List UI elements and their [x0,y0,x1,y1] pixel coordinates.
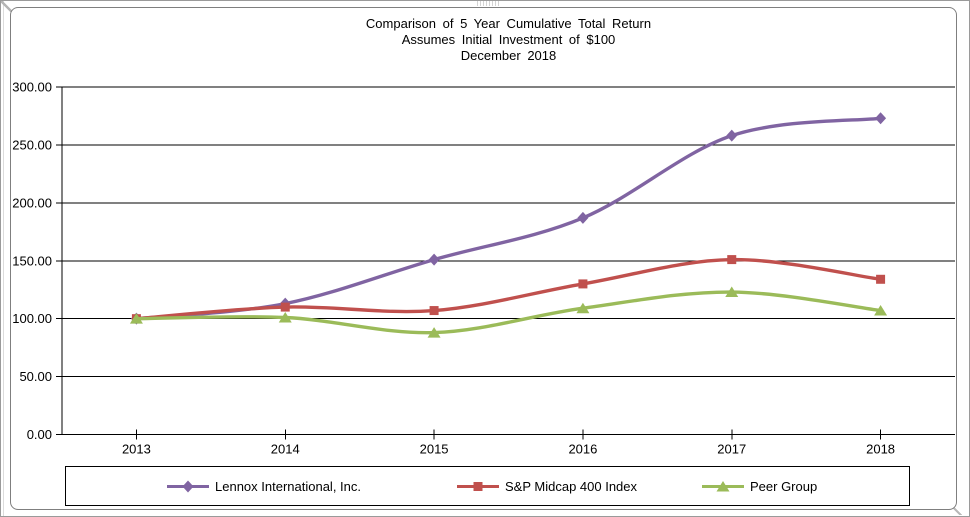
x-axis-label: 2016 [568,442,597,457]
legend-label: S&P Midcap 400 Index [505,478,638,494]
y-axis-label: 300.00 [12,80,52,95]
data-point-marker [876,274,886,284]
chart-date-label: December 2018 [460,48,557,63]
data-point-marker [875,112,887,125]
series-1 [131,255,886,324]
data-point-marker [726,129,738,142]
legend-marker [473,481,483,491]
data-point-marker [576,302,590,314]
legend-marker [716,480,730,491]
y-axis-label: 100.00 [12,311,52,326]
legend-label: Peer Group [750,478,818,494]
chart-title-block: Comparison of 5 Year Cumulative Total Re… [62,16,955,64]
x-axis-label: 2018 [866,442,895,457]
legend-marker [182,480,194,492]
legend-entry-lennox: Lennox International, Inc. [166,467,361,505]
data-point-marker [577,211,589,224]
x-axis-label: 2014 [271,442,300,457]
top-handle-artifact [477,1,501,6]
x-axis-label: 2015 [420,442,449,457]
data-point-marker [280,302,290,312]
x-axis-label: 2017 [717,442,746,457]
data-point-marker [874,305,888,316]
data-point-marker [427,327,441,338]
chart-title: Comparison of 5 Year Cumulative Total Re… [365,16,652,31]
series-line [134,257,883,321]
data-point-marker [429,306,439,316]
chart-area-frame [10,7,957,510]
chart-subtitle: Assumes Initial Investment of $100 [401,32,616,47]
series-line [134,116,883,321]
data-point-marker [727,255,737,265]
series-2 [129,286,888,338]
y-axis-label: 150.00 [12,253,52,268]
data-point-marker [725,286,739,298]
excel-gridline-artifact [3,0,4,517]
legend-label: Lennox International, Inc. [215,478,361,494]
data-point-marker [129,313,143,324]
legend: Lennox International, Inc. S&P Midcap 40… [65,466,910,506]
y-axis-label: 50.00 [19,369,52,384]
legend-line-triangle-icon [702,480,744,491]
data-point-marker [578,279,588,289]
series-0 [130,112,887,325]
y-axis-label: 0.00 [27,427,52,442]
legend-line-square-icon [457,481,499,491]
y-axis-label: 250.00 [12,137,52,152]
legend-entry-peer-group: Peer Group [701,467,817,505]
series-line [134,290,883,335]
legend-line-diamond-icon [167,480,209,492]
legend-entry-sp-midcap: S&P Midcap 400 Index [456,467,637,505]
y-axis-label: 200.00 [12,195,52,210]
data-point-marker [278,312,292,323]
data-point-marker [428,253,440,266]
x-axis-label: 2013 [122,442,151,457]
